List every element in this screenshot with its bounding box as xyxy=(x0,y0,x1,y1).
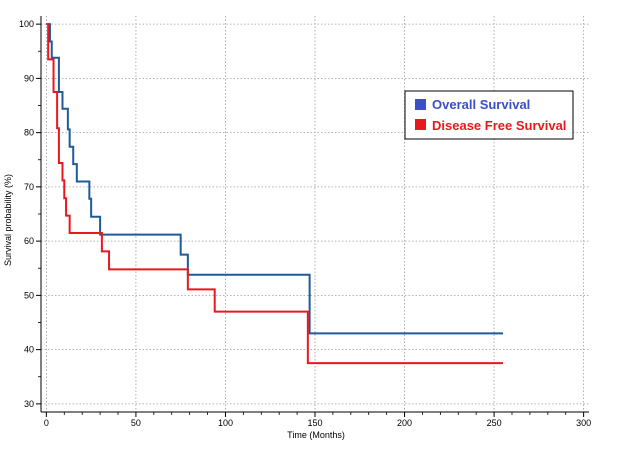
x-tick-label-250: 250 xyxy=(487,418,502,428)
y-tick-label-60: 60 xyxy=(24,236,34,246)
series-line-disease-free-survival xyxy=(46,23,504,365)
x-tick-label-200: 200 xyxy=(397,418,412,428)
legend-swatch-overall-survival xyxy=(415,99,426,110)
y-axis-title: Survival probability (%) xyxy=(3,174,13,266)
legend-swatch-disease-free-survival xyxy=(415,119,426,130)
legend-label-overall-survival: Overall Survival xyxy=(432,97,530,112)
y-tick-label-100: 100 xyxy=(19,19,34,29)
y-tick-label-30: 30 xyxy=(24,399,34,409)
legend-box xyxy=(404,90,574,140)
legend: Overall Survival Disease Free Survival xyxy=(404,90,574,140)
x-axis-title: Time (Months) xyxy=(287,430,345,440)
x-tick-label-100: 100 xyxy=(218,418,233,428)
ticks: 0 50 100 150 200 250 300 30 40 50 60 70 80 90 100 xyxy=(19,19,591,428)
series-line-overall-survival xyxy=(46,23,504,335)
y-tick-label-40: 40 xyxy=(24,345,34,355)
y-tick-label-70: 70 xyxy=(24,182,34,192)
x-tick-label-150: 150 xyxy=(307,418,322,428)
y-tick-label-80: 80 xyxy=(24,128,34,138)
series-layer xyxy=(46,23,504,365)
x-tick-label-50: 50 xyxy=(131,418,141,428)
y-tick-label-50: 50 xyxy=(24,290,34,300)
x-tick-label-300: 300 xyxy=(576,418,591,428)
legend-label-disease-free-survival: Disease Free Survival xyxy=(432,118,566,133)
grid xyxy=(41,16,589,412)
x-tick-label-0: 0 xyxy=(44,418,49,428)
y-tick-label-90: 90 xyxy=(24,73,34,83)
